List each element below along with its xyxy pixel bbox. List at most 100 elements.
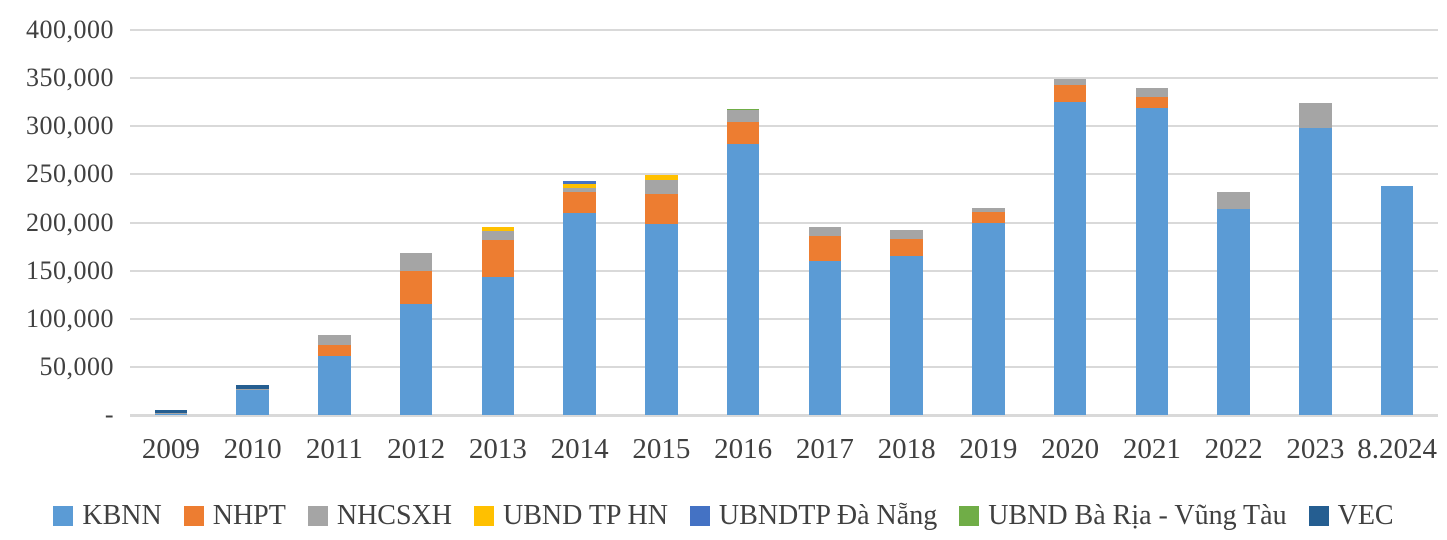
bar-slot-2021: [1111, 30, 1193, 415]
x-tick-label-2023: 2023: [1286, 433, 1345, 465]
bar-segment-2020-KBNN: [1053, 102, 1087, 415]
bar-segment-2019-NHCSXH: [972, 207, 1005, 212]
legend-swatch-icon: [689, 506, 710, 526]
legend-label: VEC: [1337, 500, 1394, 531]
bar-segment-2023-NHCSXH: [1299, 103, 1332, 129]
bar-segment-2016-KBNN: [726, 143, 760, 415]
bar-slot-2016: [702, 30, 784, 415]
bar-segment-2023-KBNN: [1299, 128, 1332, 415]
y-tick-label-50000: 50,000: [39, 351, 114, 381]
bar-segment-2021-NHCSXH: [1135, 87, 1169, 98]
x-tick-label-2020: 2020: [1041, 433, 1100, 465]
bar-segment-2012-NHCSXH: [399, 253, 433, 271]
x-tick-label-2021: 2021: [1122, 433, 1181, 465]
bar-slot-2018: [866, 30, 948, 415]
bar-slot-2022: [1193, 30, 1275, 415]
bar-segment-2013-NHCSXH: [481, 230, 515, 240]
bar-slot-2013: [457, 30, 539, 415]
bar-segment-2019-NHPT: [972, 211, 1005, 224]
gridline-50000: [130, 365, 1438, 368]
bar-segment-2015-UBND-TP-HN: [645, 175, 678, 181]
bar-segment-2015-KBNN: [645, 224, 678, 415]
bar-stack-2018: [890, 230, 923, 415]
bar-segment-2020-NHCSXH: [1053, 79, 1087, 85]
bar-segment-2014-KBNN: [563, 212, 596, 415]
bar-segment-2012-NHPT: [399, 270, 433, 305]
gridline-0: [130, 414, 1438, 417]
bar-segment-2013-NHPT: [481, 239, 515, 278]
bar-stack-2013: [481, 227, 515, 415]
y-tick-label-300000: 300,000: [26, 111, 114, 141]
bar-slot-2015: [621, 30, 703, 415]
x-tick-label-2013: 2013: [468, 433, 527, 465]
bar-segment-2009-VEC: [154, 410, 188, 414]
bar-segment-2016-NHCSXH: [726, 109, 760, 123]
bar-segment-2015-NHCSXH: [645, 180, 678, 194]
legend-swatch-icon: [1308, 506, 1329, 526]
bar-segment-2021-NHPT: [1135, 97, 1169, 108]
bar-segment-2015-NHPT: [645, 193, 678, 225]
bar-segment-2018-KBNN: [890, 256, 923, 415]
gridline-400000: [130, 29, 1438, 31]
bar-segment-2017-NHCSXH: [808, 226, 842, 236]
y-tick-label-150000: 150,000: [26, 255, 114, 285]
bar-stack-2019: [972, 207, 1005, 415]
legend-label: KBNN: [82, 500, 162, 531]
legend-item-NHPT: NHPT: [183, 500, 286, 532]
y-tick-label-400000: 400,000: [26, 15, 114, 44]
gridline-150000: [130, 269, 1438, 272]
bar-stack-2015: [645, 175, 678, 415]
gridline-350000: [130, 77, 1438, 80]
bar-slot-2012: [375, 30, 457, 415]
bar-segment-2016-UBND-Bà-Rịa---Vũng-Tàu: [726, 108, 760, 110]
bar-segment-2017-NHPT: [808, 235, 842, 261]
bar-segment-2013-UBND-TP-HN: [481, 227, 515, 231]
bar-segment-8.2024-KBNN: [1380, 185, 1414, 415]
legend-label: NHCSXH: [336, 500, 452, 531]
bar-slot-2017: [784, 30, 866, 415]
x-tick-label-2016: 2016: [714, 433, 773, 465]
legend-item-KBNN: KBNN: [53, 500, 162, 532]
x-tick-label-2018: 2018: [877, 433, 936, 465]
bar-segment-2018-NHCSXH: [890, 230, 923, 239]
bar-segment-2010-KBNN: [236, 389, 269, 415]
x-tick-label-2015: 2015: [632, 433, 691, 465]
plot-area: [130, 29, 1438, 417]
legend-swatch-icon: [183, 506, 204, 526]
x-tick-label-2022: 2022: [1204, 433, 1263, 465]
x-tick-label-2017: 2017: [795, 433, 854, 465]
bar-segment-2014-NHCSXH: [563, 187, 596, 192]
bar-slot-2009: [130, 30, 212, 415]
x-axis: 2009 2010 2011 2012 2013 2014 2015 2016 2017 2018…: [130, 432, 1438, 466]
legend-item-UBND-TP-HN: UBND TP HN: [474, 500, 668, 532]
legend-swatch-icon: [474, 506, 494, 526]
bar-segment-2016-NHPT: [726, 122, 760, 144]
bar-stack-2012: [399, 253, 433, 415]
bar-slot-2023: [1275, 30, 1357, 415]
bar-slot-2011: [294, 30, 376, 415]
x-tick-label-2019: 2019: [959, 433, 1018, 465]
bar-slot-8.2024: [1356, 30, 1438, 415]
bar-stack-2016: [726, 108, 760, 415]
y-tick-label-200000: 200,000: [26, 207, 114, 237]
y-tick-label-350000: 350,000: [26, 63, 114, 93]
bar-segment-2022-KBNN: [1217, 209, 1250, 415]
legend-item-VEC: VEC: [1308, 500, 1394, 532]
y-tick-label-100000: 100,000: [26, 303, 114, 333]
bar-segment-2011-NHCSXH: [318, 335, 351, 346]
legend-swatch-icon: [53, 506, 74, 526]
bar-segment-2020-NHPT: [1053, 84, 1087, 103]
bar-segment-2012-KBNN: [399, 304, 433, 415]
x-tick-label-2012: 2012: [387, 433, 446, 465]
y-tick-label-0: -: [104, 400, 114, 429]
bar-segment-2019-KBNN: [972, 223, 1005, 415]
legend-item-UBNDTP-Đà-Nẵng: UBNDTP Đà Nẵng: [689, 500, 937, 532]
legend-label: NHPT: [212, 500, 286, 531]
bar-segment-2022-NHCSXH: [1217, 191, 1250, 210]
bar-segment-2021-KBNN: [1135, 107, 1169, 415]
bar-segment-2010-VEC: [236, 385, 269, 390]
bar-slot-2014: [539, 30, 621, 415]
y-tick-label-250000: 250,000: [26, 159, 114, 189]
bar-stack-2010: [236, 385, 269, 415]
bar-slot-2020: [1029, 30, 1111, 415]
